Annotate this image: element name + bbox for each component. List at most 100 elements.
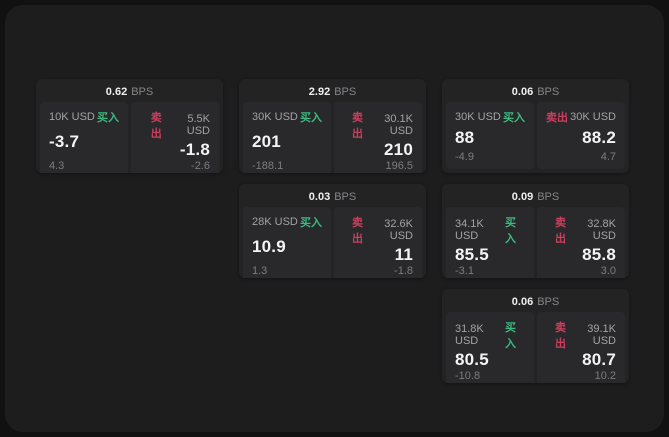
buy-quote-button[interactable]: 10K USD 买入 -3.7 4.3 xyxy=(40,102,128,173)
sell-size: 39.1K USD xyxy=(587,323,616,347)
spread-header: 0.06 BPS xyxy=(442,79,629,102)
spread-value: 0.06 xyxy=(511,85,534,98)
bps-unit-label: BPS xyxy=(537,85,560,98)
buy-side-label: 买入 xyxy=(300,217,322,229)
quote-card-body: 30K USD 买入 88 -4.9 卖出 30K USD 88.2 4.7 xyxy=(442,102,629,173)
buy-side-label: 买入 xyxy=(97,112,119,124)
buy-price: 85.5 xyxy=(455,245,489,264)
buy-quote-button[interactable]: 34.1K USD 买入 85.5 -3.1 xyxy=(446,207,534,278)
buy-change: -10.8 xyxy=(455,369,481,382)
sell-size: 30K USD xyxy=(570,111,616,123)
sell-quote-button[interactable]: 卖出 39.1K USD 80.7 10.2 xyxy=(537,312,625,383)
sell-price: 88.2 xyxy=(582,127,616,147)
spread-value: 0.62 xyxy=(105,85,128,98)
quote-card: 0.06 BPS 31.8K USD 买入 80.5 -10.8 卖出 39.1… xyxy=(442,289,629,383)
bps-unit-label: BPS xyxy=(131,85,154,98)
buy-price: 201 xyxy=(252,132,281,151)
quote-card-body: 28K USD 买入 10.9 1.3 卖出 32.6K USD 11 -1.8 xyxy=(239,207,426,278)
spread-value: 2.92 xyxy=(308,85,331,98)
buy-size: 34.1K USD xyxy=(455,218,484,242)
bps-unit-label: BPS xyxy=(334,85,357,98)
quote-card-body: 10K USD 买入 -3.7 4.3 卖出 5.5K USD -1.8 -2.… xyxy=(36,102,223,173)
buy-quote-button[interactable]: 30K USD 买入 88 -4.9 xyxy=(446,102,534,169)
quote-card: 0.62 BPS 10K USD 买入 -3.7 4.3 卖出 5.5K USD… xyxy=(36,79,223,173)
sell-change: 10.2 xyxy=(594,369,616,382)
buy-size: 10K USD xyxy=(49,111,95,123)
sell-panel-top-row: 卖出 39.1K USD xyxy=(546,319,616,351)
quote-card: 0.03 BPS 28K USD 买入 10.9 1.3 卖出 32.6K US… xyxy=(239,184,426,278)
spread-value: 0.06 xyxy=(511,295,534,308)
quote-card-grid: 0.62 BPS 10K USD 买入 -3.7 4.3 卖出 5.5K USD… xyxy=(36,79,629,383)
quote-card-body: 31.8K USD 买入 80.5 -10.8 卖出 39.1K USD 80.… xyxy=(442,312,629,383)
buy-size: 28K USD xyxy=(252,216,298,228)
sell-side-label: 卖出 xyxy=(150,112,162,140)
app-window: 0.62 BPS 10K USD 买入 -3.7 4.3 卖出 5.5K USD… xyxy=(5,5,664,432)
sell-side-label: 卖出 xyxy=(554,322,566,350)
buy-change: -188.1 xyxy=(252,159,284,172)
quote-card: 0.09 BPS 34.1K USD 买入 85.5 -3.1 卖出 32.8K… xyxy=(442,184,629,278)
spread-value: 0.09 xyxy=(511,190,534,203)
buy-size: 31.8K USD xyxy=(455,323,484,347)
sell-panel-top-row: 卖出 32.6K USD xyxy=(343,214,413,246)
sell-change: -2.6 xyxy=(191,159,210,172)
buy-panel-top-row: 34.1K USD 买入 xyxy=(455,214,525,246)
buy-side-label: 买入 xyxy=(505,322,517,350)
sell-price: 210 xyxy=(384,140,413,159)
spread-value: 0.03 xyxy=(308,190,331,203)
sell-price: 85.8 xyxy=(582,245,616,264)
sell-side-label: 卖出 xyxy=(351,112,363,140)
buy-change: 1.3 xyxy=(252,264,268,277)
buy-panel-top-row: 30K USD 买入 xyxy=(455,109,525,125)
sell-panel-top-row: 卖出 30K USD xyxy=(546,109,616,125)
buy-panel-top-row: 10K USD 买入 xyxy=(49,109,119,125)
spread-header: 0.62 BPS xyxy=(36,79,223,102)
sell-change: 196.5 xyxy=(385,159,413,172)
buy-side-label: 买入 xyxy=(503,112,525,124)
buy-price: 88 xyxy=(455,127,475,147)
sell-panel-top-row: 卖出 30.1K USD xyxy=(343,109,413,141)
sell-panel-top-row: 卖出 32.8K USD xyxy=(546,214,616,246)
sell-change: 4.7 xyxy=(600,151,616,163)
buy-panel-top-row: 28K USD 买入 xyxy=(252,214,322,230)
sell-size: 30.1K USD xyxy=(384,113,413,137)
sell-size: 32.6K USD xyxy=(384,218,413,242)
buy-quote-button[interactable]: 31.8K USD 买入 80.5 -10.8 xyxy=(446,312,534,383)
bps-unit-label: BPS xyxy=(334,190,357,203)
sell-side-label: 卖出 xyxy=(546,112,568,124)
spread-header: 0.03 BPS xyxy=(239,184,426,207)
spread-header: 2.92 BPS xyxy=(239,79,426,102)
spread-header: 0.06 BPS xyxy=(442,289,629,312)
buy-price: 10.9 xyxy=(252,237,286,256)
quote-card-body: 34.1K USD 买入 85.5 -3.1 卖出 32.8K USD 85.8… xyxy=(442,207,629,278)
sell-size: 5.5K USD xyxy=(186,113,210,137)
buy-change: -3.1 xyxy=(455,264,474,277)
buy-side-label: 买入 xyxy=(300,112,322,124)
buy-quote-button[interactable]: 28K USD 买入 10.9 1.3 xyxy=(243,207,331,278)
sell-quote-button[interactable]: 卖出 32.8K USD 85.8 3.0 xyxy=(537,207,625,278)
sell-side-label: 卖出 xyxy=(554,217,566,245)
buy-price: -3.7 xyxy=(49,132,80,151)
sell-quote-button[interactable]: 卖出 32.6K USD 11 -1.8 xyxy=(334,207,422,278)
buy-side-label: 买入 xyxy=(505,217,517,245)
buy-size: 30K USD xyxy=(455,111,501,123)
sell-quote-button[interactable]: 卖出 30K USD 88.2 4.7 xyxy=(537,102,625,169)
sell-panel-top-row: 卖出 5.5K USD xyxy=(140,109,210,141)
quote-card: 2.92 BPS 30K USD 买入 201 -188.1 卖出 30.1K … xyxy=(239,79,426,173)
sell-side-label: 卖出 xyxy=(351,217,363,245)
sell-price: 11 xyxy=(394,245,413,264)
buy-change: -4.9 xyxy=(455,151,474,163)
buy-price: 80.5 xyxy=(455,350,489,369)
quote-card-body: 30K USD 买入 201 -188.1 卖出 30.1K USD 210 1… xyxy=(239,102,426,173)
bps-unit-label: BPS xyxy=(537,190,560,203)
buy-panel-top-row: 31.8K USD 买入 xyxy=(455,319,525,351)
sell-quote-button[interactable]: 卖出 5.5K USD -1.8 -2.6 xyxy=(131,102,219,173)
sell-change: -1.8 xyxy=(394,264,413,277)
sell-change: 3.0 xyxy=(600,264,616,277)
buy-quote-button[interactable]: 30K USD 买入 201 -188.1 xyxy=(243,102,331,173)
buy-change: 4.3 xyxy=(49,159,65,172)
buy-size: 30K USD xyxy=(252,111,298,123)
sell-quote-button[interactable]: 卖出 30.1K USD 210 196.5 xyxy=(334,102,422,173)
sell-price: -1.8 xyxy=(179,140,210,159)
buy-panel-top-row: 30K USD 买入 xyxy=(252,109,322,125)
sell-price: 80.7 xyxy=(582,350,616,369)
